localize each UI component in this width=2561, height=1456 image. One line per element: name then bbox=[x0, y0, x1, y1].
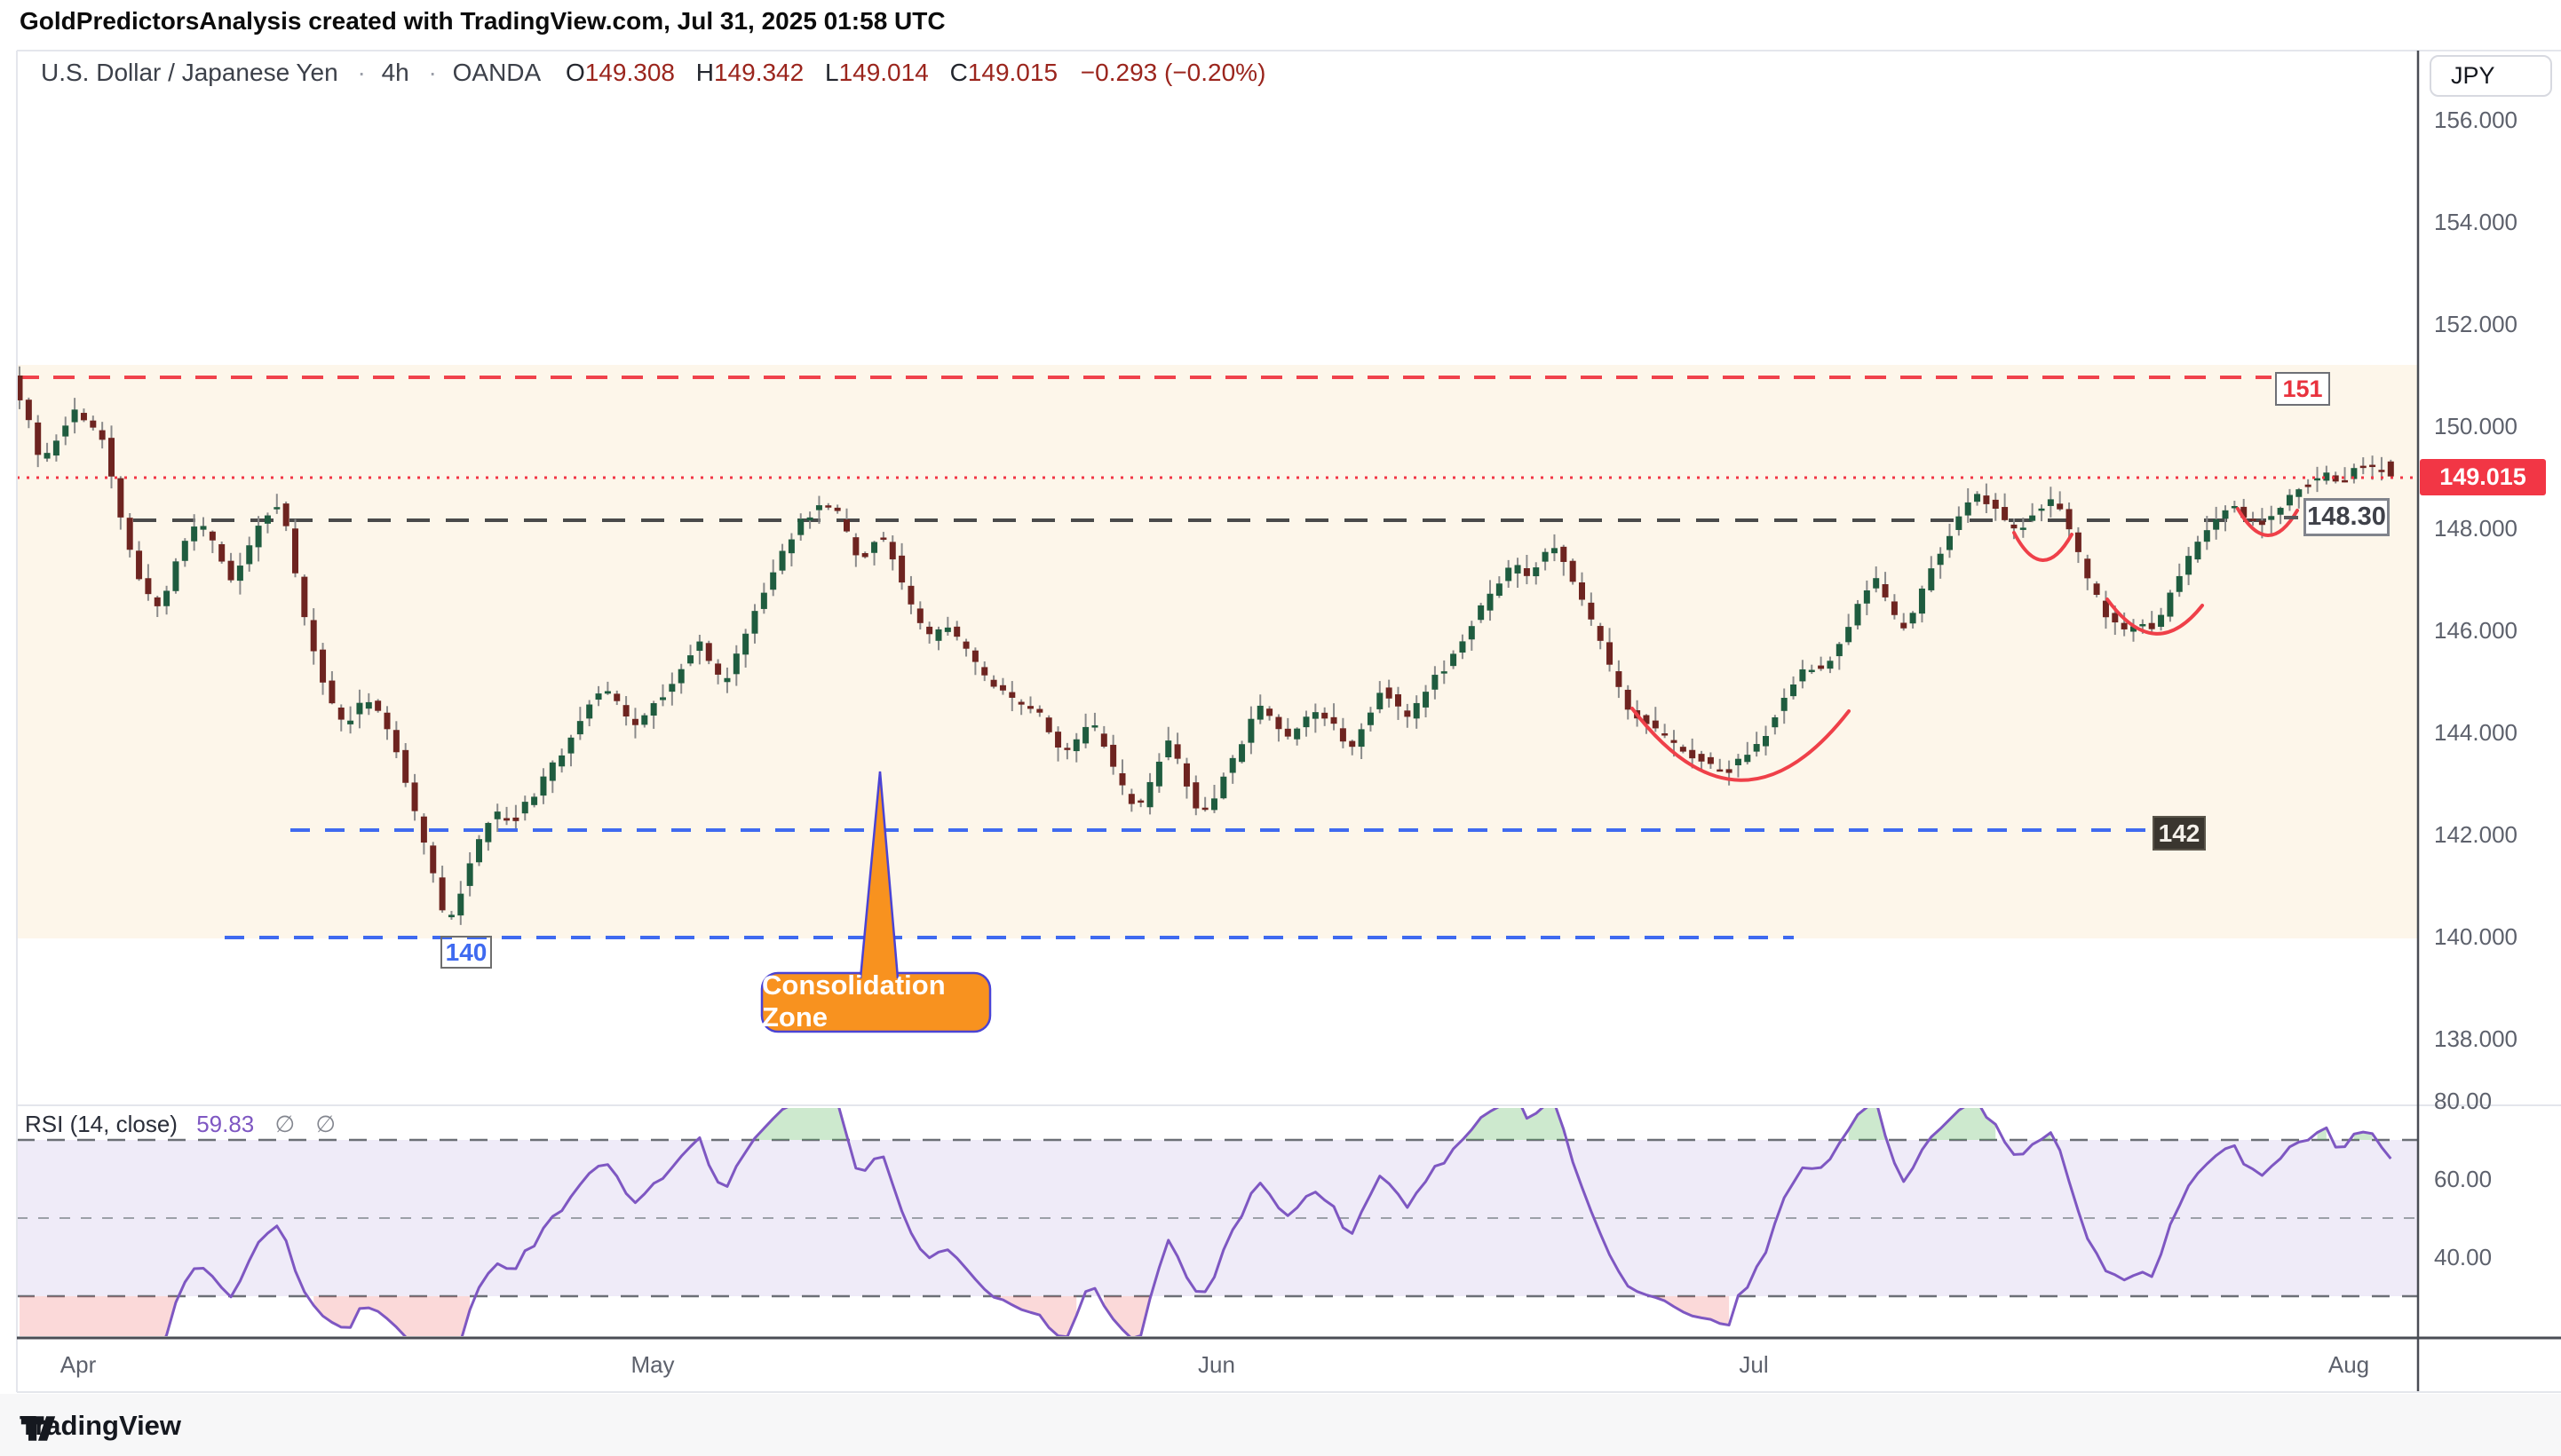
tradingview-logo[interactable]: TradingView bbox=[20, 1410, 181, 1442]
rsi-title[interactable]: RSI (14, close) bbox=[25, 1111, 178, 1137]
high-label: H bbox=[695, 59, 714, 86]
rsi-value: 59.83 bbox=[196, 1111, 255, 1137]
high-value: 149.342 bbox=[713, 59, 805, 86]
price-axis-label: 150.000 bbox=[2434, 413, 2517, 439]
rsi-axis-label: 60.00 bbox=[2434, 1166, 2493, 1192]
consolidation-callout-pointer bbox=[859, 771, 900, 979]
candlestick-series bbox=[17, 366, 2394, 925]
rsi-axis-label: 40.00 bbox=[2434, 1244, 2493, 1270]
rsi-empty-glyph: ∅ bbox=[274, 1111, 296, 1137]
rsi-legend: RSI (14, close) 59.83 ∅ ∅ bbox=[25, 1111, 336, 1138]
separator-dot: · bbox=[428, 59, 437, 86]
low-value: 149.014 bbox=[838, 59, 929, 86]
price-axis-label: 148.000 bbox=[2434, 515, 2517, 542]
rsi-empty-glyph: ∅ bbox=[315, 1111, 337, 1137]
support-142-badge: 142 bbox=[2153, 816, 2206, 851]
close-value: 149.015 bbox=[967, 59, 1058, 86]
price-axis-label: 140.000 bbox=[2434, 923, 2517, 950]
consolidation-zone-callout[interactable]: Consolidation Zone bbox=[762, 969, 946, 1033]
rounding-arc-2[interactable] bbox=[2012, 531, 2073, 562]
level-148-30-badge: 148.30 bbox=[2303, 498, 2390, 536]
resistance-151-badge: 151 bbox=[2275, 372, 2330, 406]
time-axis-month-jun: Jun bbox=[1198, 1351, 1235, 1378]
price-axis-label: 152.000 bbox=[2434, 311, 2517, 337]
open-value: 149.308 bbox=[584, 59, 675, 86]
separator-dot: · bbox=[357, 59, 366, 86]
interval-label[interactable]: 4h bbox=[381, 59, 409, 86]
rounding-arc-4[interactable] bbox=[2236, 507, 2299, 537]
time-axis-month-may: May bbox=[630, 1351, 675, 1378]
tradingview-logo-icon bbox=[20, 1416, 56, 1441]
attribution-text: GoldPredictorsAnalysis created with Trad… bbox=[20, 7, 946, 35]
price-axis-label: 154.000 bbox=[2434, 209, 2517, 235]
symbol-row: U.S. Dollar / Japanese Yen · 4h · OANDA … bbox=[41, 59, 1265, 87]
symbol-title[interactable]: U.S. Dollar / Japanese Yen bbox=[41, 59, 338, 86]
rounding-arc-3[interactable] bbox=[2105, 597, 2204, 636]
last-price-badge: 149.015 bbox=[2420, 459, 2546, 495]
exchange-label: OANDA bbox=[452, 59, 542, 86]
rounding-arc-1[interactable] bbox=[1630, 707, 1851, 782]
consolidation-zone-area bbox=[17, 365, 2418, 938]
close-label: C bbox=[949, 59, 968, 86]
time-axis-month-apr: Apr bbox=[59, 1351, 97, 1378]
price-axis-label: 144.000 bbox=[2434, 719, 2517, 746]
low-label: L bbox=[824, 59, 839, 86]
price-axis-label: 138.000 bbox=[2434, 1025, 2517, 1052]
price-axis-label: 142.000 bbox=[2434, 821, 2517, 848]
time-axis-month-jul: Jul bbox=[1739, 1351, 1769, 1378]
price-axis-label: 146.000 bbox=[2434, 617, 2517, 644]
currency-toggle-button[interactable]: JPY bbox=[2430, 55, 2552, 97]
rsi-plot bbox=[20, 1108, 2392, 1336]
time-axis-month-aug: Aug bbox=[2327, 1351, 2370, 1378]
open-label: O bbox=[565, 59, 585, 86]
footer-strip bbox=[0, 1394, 2561, 1456]
rsi-axis-label: 80.00 bbox=[2434, 1088, 2493, 1114]
support-140-badge: 140 bbox=[440, 936, 492, 969]
change-value: −0.293 (−0.20%) bbox=[1080, 59, 1266, 86]
level-connector-dash bbox=[2284, 516, 2298, 519]
price-axis-label: 156.000 bbox=[2434, 107, 2517, 133]
